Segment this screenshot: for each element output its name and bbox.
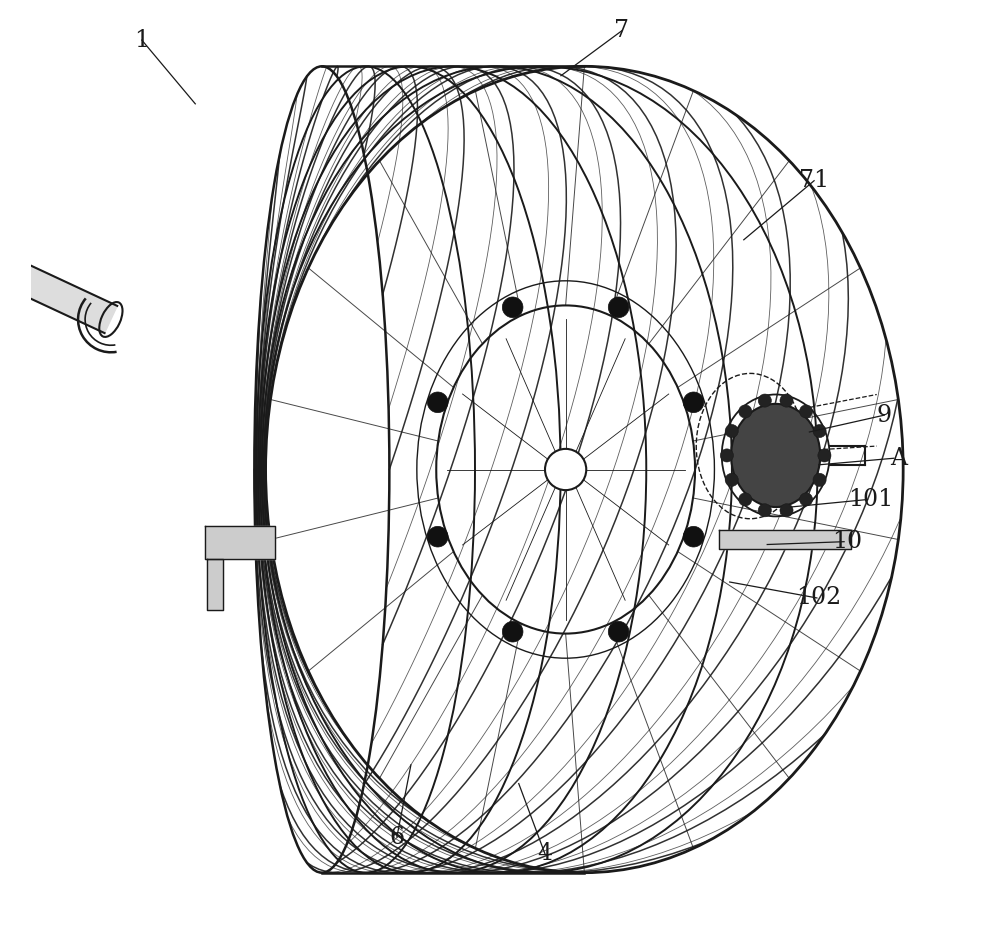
Circle shape <box>683 527 704 547</box>
Circle shape <box>780 503 793 516</box>
Circle shape <box>608 297 629 317</box>
Polygon shape <box>205 526 275 559</box>
Circle shape <box>502 622 523 642</box>
Circle shape <box>799 493 813 506</box>
Polygon shape <box>0 251 117 333</box>
Circle shape <box>725 473 738 486</box>
Ellipse shape <box>731 404 820 507</box>
Circle shape <box>758 394 771 408</box>
Text: A: A <box>890 447 907 470</box>
Circle shape <box>780 394 793 408</box>
Text: 101: 101 <box>848 488 893 511</box>
Circle shape <box>813 473 826 486</box>
Text: 10: 10 <box>832 531 862 553</box>
Circle shape <box>427 392 448 412</box>
Circle shape <box>758 503 771 516</box>
Circle shape <box>799 405 813 418</box>
Text: 9: 9 <box>877 404 892 426</box>
Text: 71: 71 <box>799 169 829 192</box>
Polygon shape <box>719 531 851 549</box>
Circle shape <box>818 449 831 462</box>
Circle shape <box>725 424 738 438</box>
Text: 6: 6 <box>389 825 404 849</box>
Circle shape <box>813 424 826 438</box>
Text: 7: 7 <box>614 19 629 42</box>
Circle shape <box>502 297 523 317</box>
Circle shape <box>739 493 752 506</box>
Ellipse shape <box>0 248 3 281</box>
Circle shape <box>720 449 733 462</box>
Circle shape <box>739 405 752 418</box>
Text: 1: 1 <box>134 28 149 52</box>
Text: 4: 4 <box>537 842 553 866</box>
Circle shape <box>427 527 448 547</box>
Circle shape <box>608 622 629 642</box>
Circle shape <box>545 449 586 490</box>
Polygon shape <box>207 559 223 610</box>
Circle shape <box>683 392 704 412</box>
Text: 102: 102 <box>796 587 841 609</box>
